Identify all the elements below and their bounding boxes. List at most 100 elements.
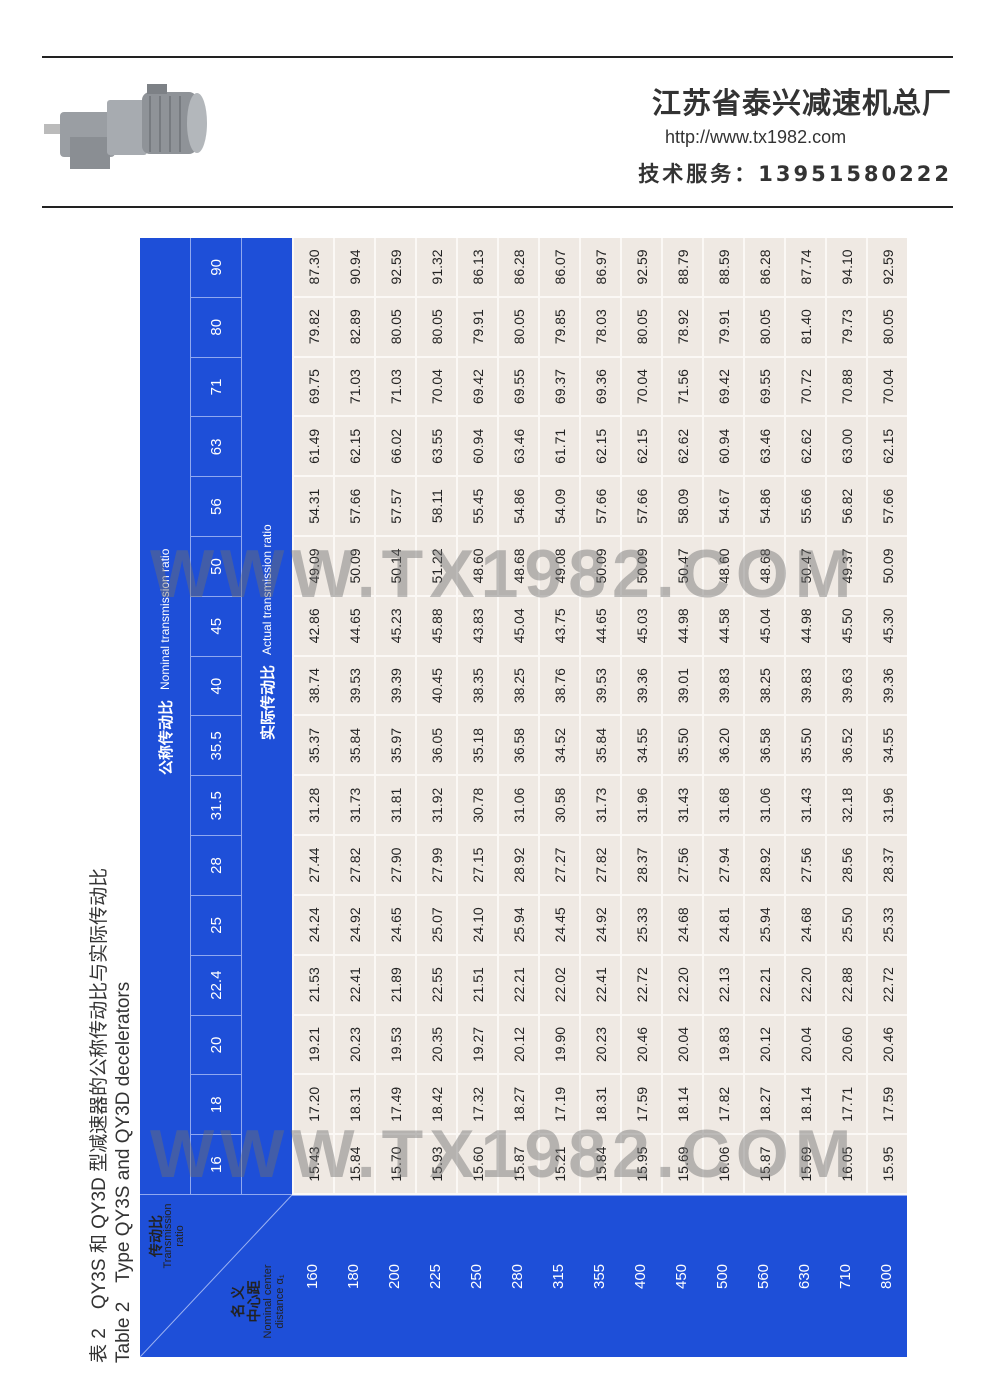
actual-ratio-cell: 79.91 [702, 297, 743, 358]
actual-ratio-cell: 38.25 [497, 656, 538, 717]
actual-ratio-cell: 15.60 [456, 1135, 497, 1195]
actual-ratio-cell: 63.55 [415, 417, 456, 478]
actual-ratio-cell: 86.28 [497, 238, 538, 298]
table-row: 315 15.21 17.19 19.90 22.02 24.45 27.27 30.58 34… [538, 238, 579, 1357]
actual-ratio-cell: 57.66 [620, 477, 661, 538]
actual-ratio-cell: 79.73 [825, 297, 866, 358]
actual-ratio-cell: 80.05 [620, 297, 661, 358]
actual-ratio-cell: 54.31 [292, 477, 333, 538]
actual-ratio-cell: 31.43 [661, 776, 702, 837]
actual-ratio-cell: 22.21 [497, 955, 538, 1016]
actual-ratio-cell: 28.56 [825, 836, 866, 896]
actual-ratio-cell: 17.59 [620, 1075, 661, 1136]
actual-ratio-cell: 35.37 [292, 716, 333, 777]
top-rule [42, 56, 953, 58]
actual-ratio-cell: 24.45 [538, 895, 579, 956]
actual-ratio-cell: 35.50 [784, 716, 825, 777]
table-row: 800 15.95 17.59 20.46 22.72 25.33 28.37 31.96 34… [866, 238, 907, 1357]
actual-ratio-cell: 22.13 [702, 955, 743, 1016]
gear-motor-image [42, 82, 212, 177]
table-row: 225 15.93 18.42 20.35 22.55 25.07 27.99 31.92 36… [415, 238, 456, 1357]
actual-ratio-cell: 49.09 [292, 537, 333, 597]
actual-ratio-cell: 82.89 [333, 297, 374, 358]
actual-ratio-cell: 27.15 [456, 836, 497, 896]
actual-ratio-cell: 35.18 [456, 716, 497, 777]
actual-ratio-cell: 44.58 [702, 596, 743, 657]
center-distance-cell: 180 [333, 1195, 374, 1357]
actual-ratio-cell: 15.70 [374, 1135, 415, 1195]
actual-ratio-cell: 61.49 [292, 417, 333, 478]
nominal-ratio-header: 16 [191, 1135, 241, 1195]
actual-ratio-cell: 24.10 [456, 895, 497, 956]
actual-ratio-cell: 45.04 [497, 596, 538, 657]
actual-ratio-cell: 44.98 [784, 596, 825, 657]
actual-ratio-cell: 19.53 [374, 1015, 415, 1076]
nominal-ratio-header: 71 [191, 357, 241, 418]
actual-ratio-cell: 45.03 [620, 596, 661, 657]
actual-ratio-cell: 50.14 [374, 537, 415, 597]
actual-ratio-cell: 81.40 [784, 297, 825, 358]
actual-ratio-cell: 54.86 [497, 477, 538, 538]
actual-ratio-cell: 58.11 [415, 477, 456, 538]
actual-ratio-cell: 88.79 [661, 238, 702, 298]
actual-ratio-cell: 17.19 [538, 1075, 579, 1136]
actual-ratio-cell: 54.67 [702, 477, 743, 538]
actual-ratio-cell: 61.71 [538, 417, 579, 478]
actual-ratio-cell: 45.88 [415, 596, 456, 657]
actual-ratio-cell: 38.74 [292, 656, 333, 717]
nominal-ratio-header: 35.5 [191, 716, 241, 777]
actual-cn: 实际传动比 [259, 664, 277, 740]
actual-ratio-cell: 86.97 [579, 238, 620, 298]
actual-ratio-cell: 79.91 [456, 297, 497, 358]
actual-ratio-cell: 36.20 [702, 716, 743, 777]
actual-ratio-cell: 20.04 [784, 1015, 825, 1076]
actual-ratio-cell: 31.96 [620, 776, 661, 837]
actual-ratio-cell: 57.66 [866, 477, 907, 538]
center-distance-cell: 400 [620, 1195, 661, 1357]
corner-distance-cn1: 名 义 [230, 1285, 246, 1318]
corner-cell: 传动比 Transmission ratio 名 义 中心距 Nominal c… [140, 1194, 292, 1357]
actual-ratio-cell: 39.83 [702, 656, 743, 717]
actual-ratio-cell: 50.09 [579, 537, 620, 597]
actual-ratio-cell: 24.68 [661, 895, 702, 956]
actual-ratio-cell: 54.09 [538, 477, 579, 538]
center-distance-cell: 500 [702, 1195, 743, 1357]
actual-ratio-cell: 48.60 [702, 537, 743, 597]
actual-ratio-cell: 79.82 [292, 297, 333, 358]
actual-ratio-cell: 70.04 [415, 357, 456, 418]
actual-ratio-cell: 62.15 [333, 417, 374, 478]
actual-ratio-cell: 86.28 [743, 238, 784, 298]
caption-cn: 表 2 QY3S 和 QY3D 型减速器的公称传动比与实际传动比 [89, 867, 110, 1363]
actual-ratio-cell: 20.46 [620, 1015, 661, 1076]
actual-ratio-cell: 25.50 [825, 895, 866, 956]
actual-ratio-cell: 50.09 [620, 537, 661, 597]
nominal-ratio-header: 22.4 [191, 955, 241, 1016]
actual-ratio-cell: 19.27 [456, 1015, 497, 1076]
actual-ratio-cell: 20.46 [866, 1015, 907, 1076]
actual-ratio-cell: 48.68 [743, 537, 784, 597]
actual-ratio-cell: 25.33 [620, 895, 661, 956]
actual-ratio-cell: 15.93 [415, 1135, 456, 1195]
actual-ratio-cell: 63.00 [825, 417, 866, 478]
actual-ratio-cell: 43.75 [538, 596, 579, 657]
actual-ratio-cell: 34.52 [538, 716, 579, 777]
actual-ratio-cell: 38.25 [743, 656, 784, 717]
actual-ratio-cell: 69.42 [702, 357, 743, 418]
actual-ratio-cell: 15.95 [866, 1135, 907, 1195]
actual-ratio-cell: 94.10 [825, 238, 866, 298]
actual-ratio-cell: 25.33 [866, 895, 907, 956]
actual-ratio-cell: 25.94 [743, 895, 784, 956]
actual-ratio-cell: 70.04 [620, 357, 661, 418]
actual-ratio-cell: 19.21 [292, 1015, 333, 1076]
table-row: 450 15.69 18.14 20.04 22.20 24.68 27.56 31.43 35… [661, 238, 702, 1357]
actual-ratio-cell: 60.94 [456, 417, 497, 478]
actual-ratio-cell: 22.41 [579, 955, 620, 1016]
actual-ratio-cell: 80.05 [866, 297, 907, 358]
actual-ratio-cell: 50.09 [333, 537, 374, 597]
center-distance-cell: 450 [661, 1195, 702, 1357]
website-link[interactable]: http://www.tx1982.com [665, 127, 847, 147]
corner-ratio-cn: 传动比 [148, 1215, 164, 1257]
actual-ratio-cell: 39.36 [620, 656, 661, 717]
actual-ratio-cell: 20.60 [825, 1015, 866, 1076]
actual-ratio-cell: 32.18 [825, 776, 866, 837]
